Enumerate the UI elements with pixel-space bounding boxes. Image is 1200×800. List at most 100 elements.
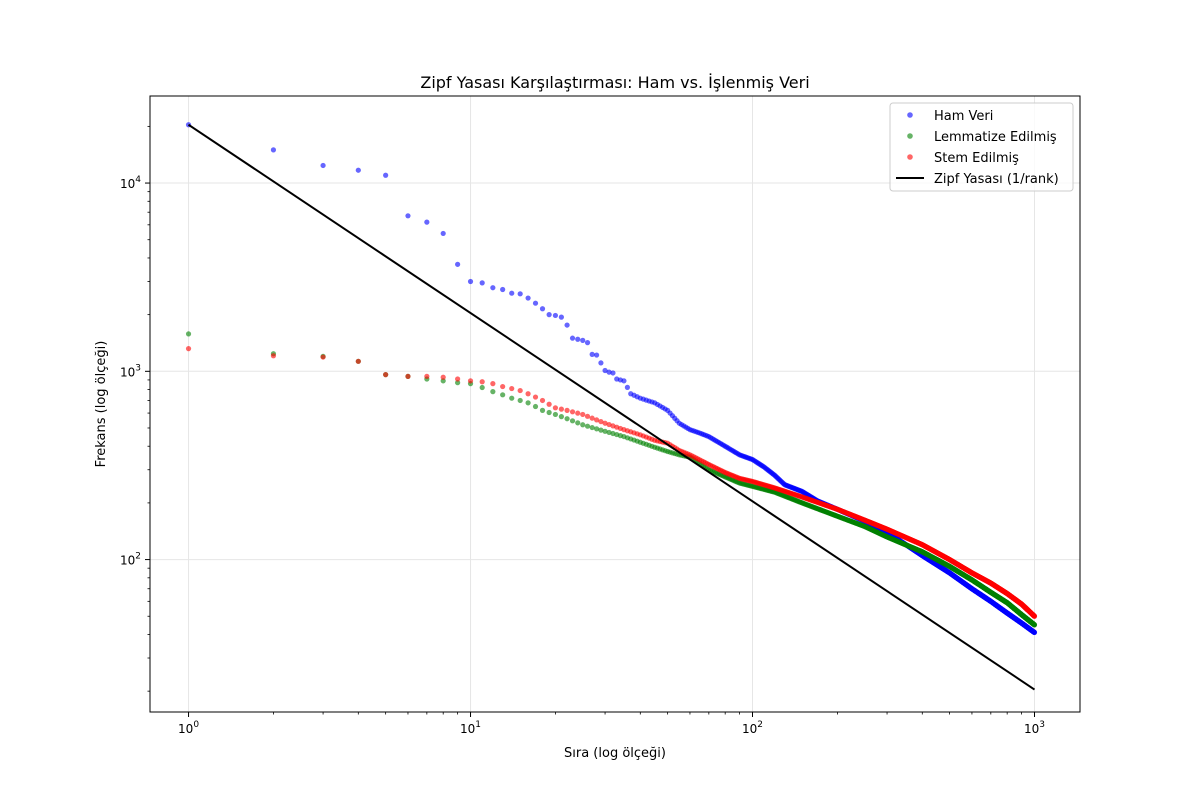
data-point (589, 424, 595, 431)
y-tick-base: 10 (120, 554, 135, 568)
data-point (594, 417, 600, 423)
data-point (424, 373, 430, 379)
data-point (602, 367, 608, 374)
y-tick-label: 104 (120, 175, 141, 191)
data-point (440, 378, 446, 384)
x-tick-label: 101 (460, 720, 481, 736)
data-point (575, 410, 581, 416)
data-point (270, 147, 277, 153)
data-point (575, 420, 581, 426)
data-point (589, 351, 595, 357)
data-point (320, 162, 326, 169)
x-tick-exponent: 2 (757, 720, 763, 730)
x-axis-label: Sıra (log ölçeği) (564, 746, 666, 761)
y-tick-exponent: 2 (135, 552, 141, 562)
x-tick-base: 10 (460, 722, 475, 736)
data-point (440, 374, 446, 380)
data-point (621, 378, 627, 384)
data-point (355, 167, 361, 173)
data-point (564, 322, 570, 328)
data-point (532, 300, 539, 306)
y-tick-base: 10 (120, 177, 135, 191)
data-point (598, 418, 604, 425)
data-point (552, 405, 559, 411)
data-point (602, 428, 608, 434)
data-point (355, 358, 361, 364)
legend-point-marker (907, 112, 913, 118)
x-tick-label: 103 (1024, 720, 1045, 736)
data-point (532, 403, 539, 410)
data-point (1031, 613, 1038, 619)
data-point (467, 278, 474, 285)
data-point (539, 306, 546, 312)
legend: Ham Veri Lemmatize Edilmiş Stem Edilmiş Zip… (889, 102, 1074, 192)
data-point (584, 413, 591, 419)
data-point (185, 346, 192, 352)
data-point (584, 340, 591, 346)
data-point (383, 372, 389, 378)
data-point (589, 415, 595, 421)
data-point (455, 380, 461, 386)
data-point (509, 395, 515, 401)
data-point (594, 426, 600, 432)
data-point (1031, 622, 1038, 628)
plot-series (185, 122, 1038, 691)
data-point (500, 392, 506, 398)
series-lemmatize-edilmi (185, 331, 1038, 628)
data-point (546, 401, 552, 407)
data-point (1031, 629, 1038, 636)
y-tick-exponent: 3 (135, 363, 141, 373)
data-point (580, 337, 586, 343)
data-point (569, 335, 576, 341)
data-point (467, 378, 474, 384)
data-point (509, 385, 515, 392)
data-point (594, 352, 600, 358)
series-stem-edilmi (185, 346, 1038, 619)
data-point (558, 314, 564, 320)
x-tick-label: 102 (742, 720, 763, 736)
data-point (558, 406, 564, 412)
data-point (598, 360, 604, 366)
data-point (479, 384, 485, 391)
data-point (546, 312, 552, 318)
data-point (569, 418, 576, 424)
data-point (575, 336, 581, 342)
y-tick-exponent: 4 (135, 175, 141, 185)
data-point (624, 384, 630, 390)
data-point (539, 407, 546, 413)
series-line-zipf-yasas-1-rank (187, 123, 1036, 691)
data-point (490, 285, 496, 291)
data-point (546, 409, 552, 416)
data-point (455, 261, 461, 267)
data-point (500, 383, 506, 390)
y-tick-label: 102 (120, 552, 141, 568)
data-point (405, 213, 411, 219)
x-tick-base: 10 (1024, 722, 1039, 736)
legend-label: Ham Veri (934, 109, 993, 124)
data-point (509, 290, 515, 296)
data-point (517, 291, 523, 297)
data-point (424, 219, 430, 225)
y-tick-label: 103 (120, 363, 141, 379)
data-point (584, 423, 591, 429)
data-point (580, 422, 586, 428)
data-point (185, 331, 192, 337)
y-axis-label: Frekans (log ölçeği) (94, 341, 109, 468)
data-point (532, 394, 539, 400)
data-point (525, 400, 531, 406)
data-point (569, 409, 576, 415)
legend-point-marker (907, 133, 913, 139)
data-point (525, 295, 531, 301)
y-tick-base: 10 (120, 365, 135, 379)
data-point (455, 376, 461, 382)
legend-box (889, 102, 1074, 192)
chart-title: Zipf Yasası Karşılaştırması: Ham vs. İşl… (420, 73, 809, 92)
data-point (602, 420, 608, 426)
data-point (270, 353, 277, 359)
data-point (552, 411, 559, 418)
data-point (383, 172, 389, 178)
data-point (580, 411, 586, 418)
data-point (479, 379, 485, 385)
x-tick-exponent: 0 (193, 720, 199, 730)
